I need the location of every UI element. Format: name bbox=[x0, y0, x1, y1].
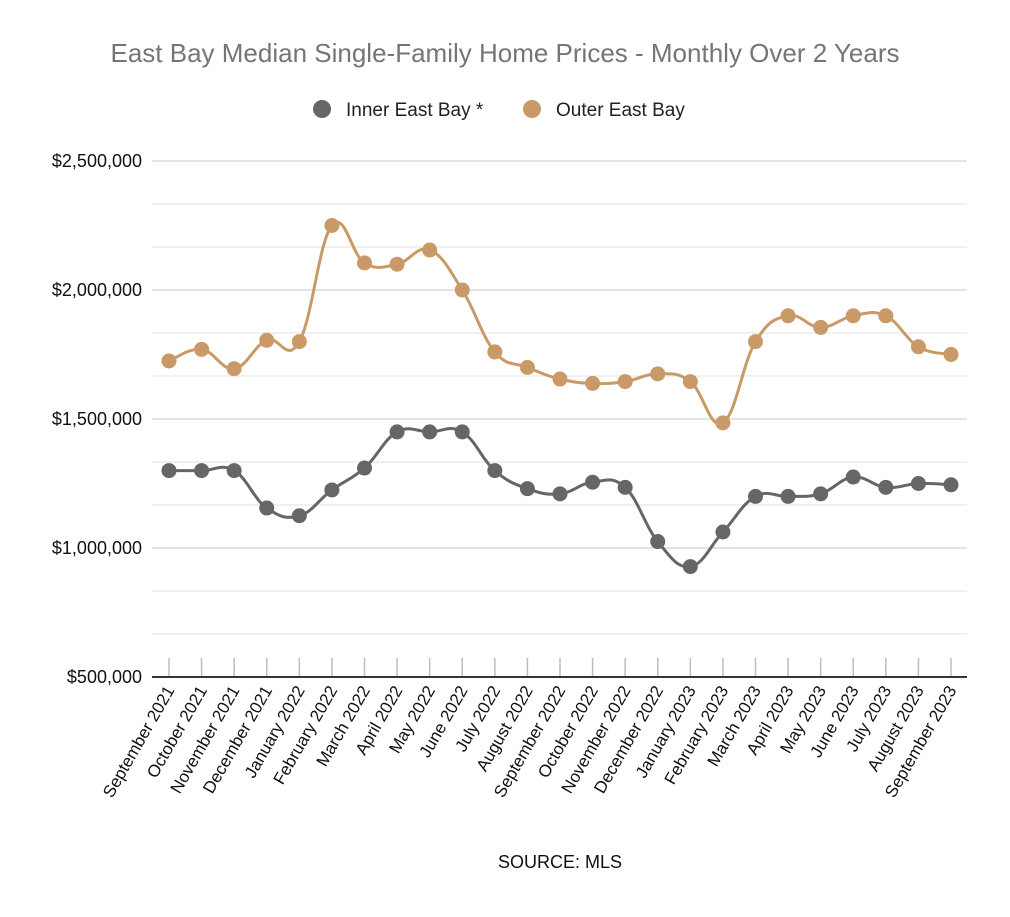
data-point-inner-east-bay-january-2022[interactable] bbox=[291, 508, 307, 524]
data-point-outer-east-bay-february-2023[interactable] bbox=[715, 415, 731, 431]
data-point-outer-east-bay-march-2022[interactable] bbox=[357, 255, 372, 271]
data-point-inner-east-bay-may-2022[interactable] bbox=[422, 424, 438, 440]
data-point-inner-east-bay-march-2022[interactable] bbox=[357, 460, 372, 476]
data-point-inner-east-bay-december-2021[interactable] bbox=[259, 500, 275, 516]
data-point-outer-east-bay-january-2022[interactable] bbox=[291, 334, 307, 350]
legend-swatch-outer-east-bay bbox=[523, 100, 541, 118]
data-point-outer-east-bay-november-2021[interactable] bbox=[226, 361, 242, 377]
data-point-outer-east-bay-july-2023[interactable] bbox=[878, 308, 894, 324]
data-point-inner-east-bay-august-2023[interactable] bbox=[910, 476, 926, 491]
data-point-inner-east-bay-february-2023[interactable] bbox=[715, 524, 731, 540]
y-tick-label: $1,000,000 bbox=[52, 538, 142, 558]
y-tick-label: $2,500,000 bbox=[52, 151, 142, 171]
data-point-inner-east-bay-march-2023[interactable] bbox=[748, 488, 763, 504]
data-point-inner-east-bay-november-2022[interactable] bbox=[617, 479, 633, 495]
series-line-outer-east-bay bbox=[167, 221, 953, 426]
data-point-inner-east-bay-february-2022[interactable] bbox=[324, 482, 340, 498]
series-lines bbox=[167, 221, 953, 569]
data-point-outer-east-bay-may-2022[interactable] bbox=[422, 242, 438, 258]
data-point-inner-east-bay-august-2022[interactable] bbox=[519, 481, 535, 497]
data-point-outer-east-bay-november-2022[interactable] bbox=[617, 374, 633, 390]
data-point-inner-east-bay-june-2023[interactable] bbox=[845, 469, 861, 485]
y-tick-label: $500,000 bbox=[67, 667, 142, 687]
source-note: SOURCE: MLS bbox=[498, 852, 622, 872]
data-point-outer-east-bay-july-2022[interactable] bbox=[487, 344, 503, 360]
data-point-outer-east-bay-january-2023[interactable] bbox=[682, 374, 698, 390]
data-point-outer-east-bay-september-2021[interactable] bbox=[161, 353, 177, 369]
data-point-inner-east-bay-december-2022[interactable] bbox=[650, 534, 666, 550]
legend-item-inner-east-bay[interactable]: Inner East Bay * bbox=[313, 100, 484, 121]
legend-swatch-inner-east-bay bbox=[313, 100, 331, 118]
data-point-inner-east-bay-june-2022[interactable] bbox=[454, 424, 470, 440]
chart-title: East Bay Median Single-Family Home Price… bbox=[111, 38, 900, 68]
data-point-outer-east-bay-may-2023[interactable] bbox=[813, 319, 829, 335]
data-point-outer-east-bay-september-2023[interactable] bbox=[943, 347, 959, 362]
data-point-outer-east-bay-december-2021[interactable] bbox=[259, 332, 275, 348]
data-point-outer-east-bay-september-2022[interactable] bbox=[552, 371, 568, 387]
data-point-outer-east-bay-june-2023[interactable] bbox=[845, 308, 861, 324]
gridlines bbox=[152, 160, 967, 635]
data-point-outer-east-bay-march-2023[interactable] bbox=[748, 334, 763, 350]
legend: Inner East Bay * Outer East Bay bbox=[313, 100, 685, 121]
data-point-outer-east-bay-february-2022[interactable] bbox=[324, 218, 340, 233]
data-point-outer-east-bay-december-2022[interactable] bbox=[650, 366, 666, 382]
data-point-outer-east-bay-april-2023[interactable] bbox=[780, 308, 796, 324]
data-point-inner-east-bay-september-2021[interactable] bbox=[161, 463, 177, 479]
y-axis-ticks: $500,000 $1,000,000 $1,500,000 $2,000,000 $2… bbox=[52, 151, 142, 687]
legend-item-outer-east-bay[interactable]: Outer East Bay bbox=[523, 100, 685, 121]
data-point-inner-east-bay-october-2021[interactable] bbox=[194, 463, 210, 479]
y-tick-label: $1,500,000 bbox=[52, 409, 142, 429]
data-point-outer-east-bay-april-2022[interactable] bbox=[389, 256, 405, 272]
data-point-inner-east-bay-october-2022[interactable] bbox=[585, 474, 601, 490]
y-tick-label: $2,000,000 bbox=[52, 280, 142, 300]
data-point-inner-east-bay-may-2023[interactable] bbox=[813, 486, 829, 502]
data-point-inner-east-bay-april-2023[interactable] bbox=[780, 488, 796, 504]
legend-label-outer-east-bay: Outer East Bay bbox=[556, 100, 685, 121]
data-point-outer-east-bay-october-2021[interactable] bbox=[194, 341, 210, 357]
data-point-inner-east-bay-january-2023[interactable] bbox=[682, 559, 698, 575]
data-point-outer-east-bay-august-2022[interactable] bbox=[519, 359, 535, 375]
data-point-inner-east-bay-september-2023[interactable] bbox=[943, 477, 959, 493]
data-point-outer-east-bay-august-2023[interactable] bbox=[910, 339, 926, 355]
legend-label-inner-east-bay: Inner East Bay * bbox=[346, 100, 484, 121]
data-point-inner-east-bay-november-2021[interactable] bbox=[226, 463, 242, 479]
data-point-outer-east-bay-june-2022[interactable] bbox=[454, 282, 470, 298]
data-point-outer-east-bay-october-2022[interactable] bbox=[585, 375, 601, 391]
series-points bbox=[161, 218, 959, 575]
data-point-inner-east-bay-april-2022[interactable] bbox=[389, 424, 405, 440]
data-point-inner-east-bay-september-2022[interactable] bbox=[552, 486, 568, 502]
data-point-inner-east-bay-july-2022[interactable] bbox=[487, 463, 503, 479]
data-point-inner-east-bay-july-2023[interactable] bbox=[878, 479, 894, 495]
